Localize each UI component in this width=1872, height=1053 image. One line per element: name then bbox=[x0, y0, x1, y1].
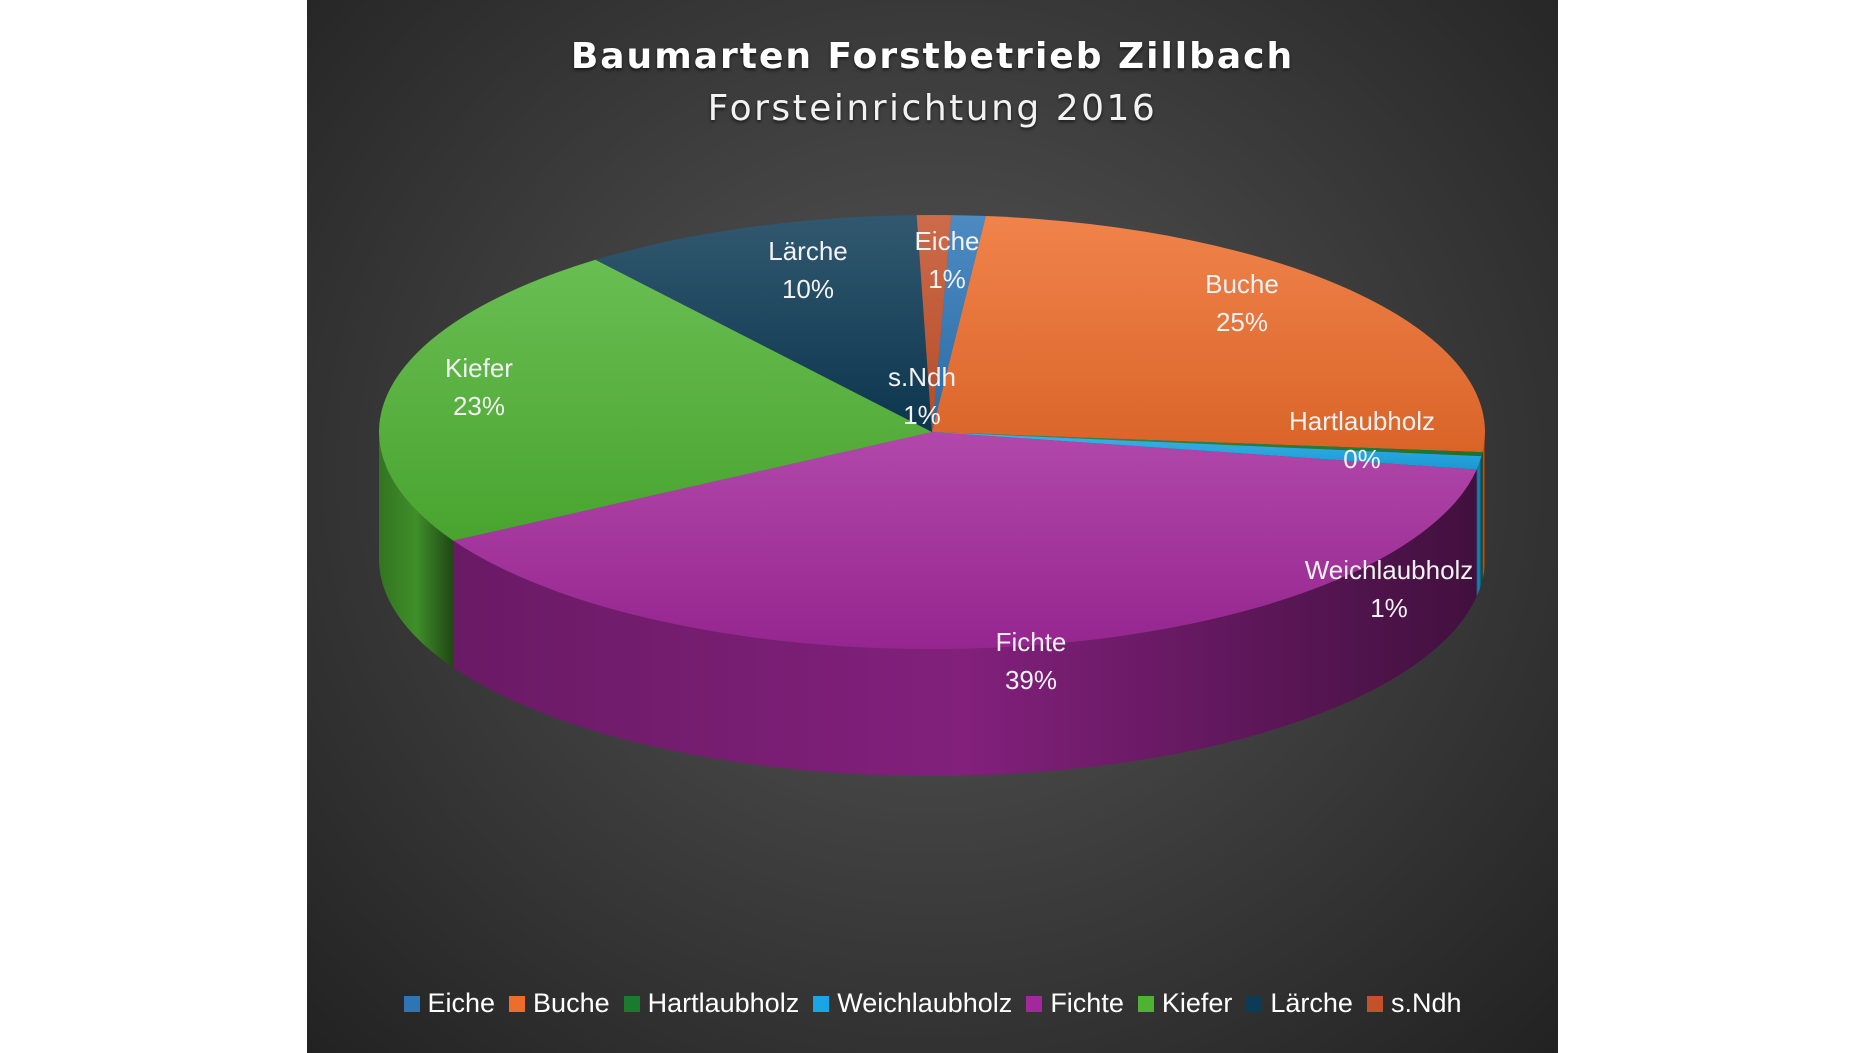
data-value-kiefer: 23% bbox=[453, 391, 505, 421]
legend-item-kiefer: Kiefer bbox=[1137, 988, 1233, 1019]
legend-swatch-weichlaubholz bbox=[813, 995, 830, 1012]
pie-slice-buche bbox=[932, 216, 1485, 453]
legend-label-fichte: Fichte bbox=[1050, 988, 1124, 1018]
pie-chart: Eiche 1% Buche 25% Hartlaubholz 0% Weichlaubho… bbox=[379, 215, 1485, 776]
chart-legend: Eiche Buche Hartlaubholz Weichlaubholz Ficht… bbox=[307, 988, 1558, 1019]
legend-item-l-rche: Lärche bbox=[1246, 988, 1353, 1019]
pie-slice-s-ndh bbox=[916, 215, 952, 432]
legend-swatch-fichte bbox=[1026, 995, 1043, 1012]
legend-label-buche: Buche bbox=[533, 988, 610, 1018]
legend-swatch-kiefer bbox=[1137, 995, 1154, 1012]
legend-swatch-l-rche bbox=[1246, 995, 1263, 1012]
pie-slice-hartlaubholz bbox=[932, 432, 1483, 457]
legend-swatch-buche bbox=[509, 995, 526, 1012]
chart-title: Baumarten Forstbetrieb Zillbach bbox=[570, 36, 1295, 77]
legend-swatch-hartlaubholz bbox=[623, 995, 640, 1012]
legend-label-s-ndh: s.Ndh bbox=[1390, 988, 1462, 1018]
legend-item-fichte: Fichte bbox=[1026, 988, 1124, 1019]
data-value-l-rche: 10% bbox=[782, 274, 834, 304]
data-value-weichlaubholz: 1% bbox=[1370, 593, 1408, 623]
pie-slice-eiche bbox=[932, 215, 986, 432]
pie-side-kiefer bbox=[379, 432, 454, 668]
legend-swatch-s-ndh bbox=[1366, 995, 1383, 1012]
legend-label-kiefer: Kiefer bbox=[1161, 988, 1233, 1018]
legend-label-weichlaubholz: Weichlaubholz bbox=[837, 988, 1013, 1018]
legend-label-l-rche: Lärche bbox=[1270, 988, 1353, 1018]
pie-side-fichte bbox=[453, 469, 1477, 776]
data-value-fichte: 39% bbox=[1005, 665, 1057, 695]
pie-side-buche bbox=[1482, 432, 1485, 580]
chart-panel: Baumarten Forstbetrieb Zillbach Forstein… bbox=[307, 0, 1558, 1053]
data-value-buche: 25% bbox=[1216, 307, 1268, 337]
data-label-s-ndh: s.Ndh bbox=[888, 362, 956, 392]
data-label-kiefer: Kiefer bbox=[445, 353, 513, 383]
data-label-fichte: Fichte bbox=[996, 627, 1067, 657]
pie-side-weichlaubholz bbox=[1476, 456, 1482, 597]
data-value-s-ndh: 1% bbox=[903, 400, 941, 430]
data-label-weichlaubholz: Weichlaubholz bbox=[1305, 555, 1474, 585]
data-label-hartlaubholz: Hartlaubholz bbox=[1289, 406, 1435, 436]
legend-item-s-ndh: s.Ndh bbox=[1366, 988, 1462, 1019]
legend-label-eiche: Eiche bbox=[427, 988, 496, 1018]
data-label-buche: Buche bbox=[1205, 269, 1279, 299]
data-label-l-rche: Lärche bbox=[768, 236, 848, 266]
pie-slice-l-rche bbox=[595, 215, 932, 432]
legend-item-eiche: Eiche bbox=[403, 988, 496, 1019]
legend-item-hartlaubholz: Hartlaubholz bbox=[623, 988, 800, 1019]
legend-item-weichlaubholz: Weichlaubholz bbox=[813, 988, 1012, 1019]
pie-side-hartlaubholz bbox=[1481, 452, 1483, 584]
pie-slice-kiefer bbox=[379, 259, 932, 541]
legend-swatch-eiche bbox=[403, 995, 420, 1012]
data-value-hartlaubholz: 0% bbox=[1343, 444, 1381, 474]
chart-subtitle: Forsteinrichtung 2016 bbox=[707, 88, 1158, 129]
pie-slice-weichlaubholz bbox=[932, 432, 1482, 470]
data-value-eiche: 1% bbox=[928, 264, 966, 294]
data-label-eiche: Eiche bbox=[914, 226, 979, 256]
legend-item-buche: Buche bbox=[509, 988, 610, 1019]
pie-slice-fichte bbox=[453, 432, 1477, 650]
legend-label-hartlaubholz: Hartlaubholz bbox=[647, 988, 800, 1018]
